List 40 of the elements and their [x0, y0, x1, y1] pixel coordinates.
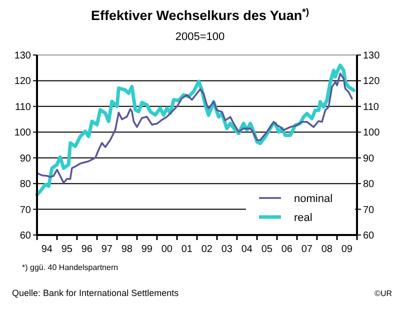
x-tick-label: 06 — [281, 244, 293, 255]
x-tick-label: 99 — [141, 244, 153, 255]
y2-tick-label: 130 — [363, 50, 380, 62]
y2-tick-label: 60 — [363, 230, 375, 242]
line-series — [36, 72, 353, 184]
chart-subtitle: 2005=100 — [175, 31, 225, 43]
x-tick-label: 00 — [161, 244, 173, 255]
y2-tick-label: 100 — [363, 128, 380, 139]
y-tick-label: 120 — [14, 76, 32, 88]
x-tick-label: 04 — [241, 244, 253, 255]
y-tick-label: 70 — [20, 204, 32, 216]
x-tick-label: 08 — [321, 244, 333, 255]
x-tick-label: 95 — [61, 244, 73, 255]
y-tick-label: 100 — [14, 128, 32, 139]
y-tick-label: 130 — [14, 50, 32, 62]
source-note: Quelle: Bank for International Settlements — [12, 288, 180, 298]
x-tick-label: 97 — [101, 244, 113, 255]
x-tick-label: 02 — [201, 244, 213, 255]
x-tick-label: 01 — [181, 244, 193, 255]
y-tick-label: 110 — [15, 102, 32, 113]
y2-tick-label: 120 — [363, 76, 380, 88]
x-tick-label: 94 — [41, 244, 53, 255]
text: *) ggü. 40 Handelspartnern — [22, 263, 118, 272]
x-tick-label: 05 — [261, 244, 273, 255]
legend-label: real — [294, 212, 312, 224]
y-tick-label: 60 — [20, 230, 32, 242]
x-tick-label: 07 — [301, 244, 313, 255]
y2-tick-label: 70 — [363, 204, 375, 216]
x-tick-label: 03 — [221, 244, 233, 255]
x-tick-label: 96 — [81, 244, 93, 255]
y-tick-label: 80 — [20, 179, 32, 190]
x-tick-label: 09 — [341, 244, 353, 255]
chart-title: Effektiver Wechselkurs des Yuan$^{*)}$ — [91, 6, 309, 23]
x-tick-label: 98 — [121, 244, 133, 255]
y2-tick-label: 110 — [363, 102, 380, 113]
y2-tick-label: 80 — [363, 179, 375, 190]
y2-tick-label: 90 — [363, 153, 375, 164]
y-tick-label: 90 — [20, 153, 32, 164]
text: ©UR — [374, 289, 392, 298]
legend-label: nominal — [294, 193, 333, 205]
